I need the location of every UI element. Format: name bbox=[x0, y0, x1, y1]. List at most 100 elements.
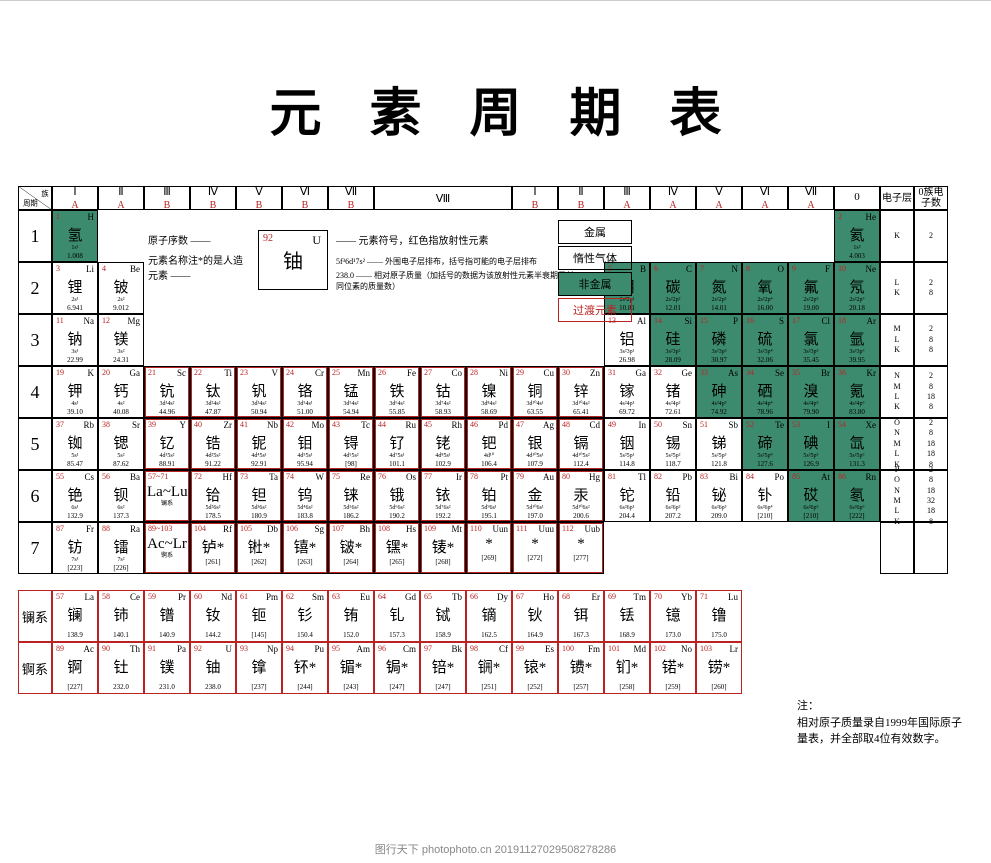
element-cell: 85At砹6s²6p⁵[210] bbox=[788, 470, 834, 522]
element-cell: 12Mg镁3s²24.31 bbox=[98, 314, 144, 366]
element-cell: 20Ga钙4s²40.08 bbox=[98, 366, 144, 418]
period-label: 3 bbox=[18, 314, 52, 366]
element-cell: 30Zn锌3d¹⁰4s²65.41 bbox=[558, 366, 604, 418]
group-header: 0 bbox=[834, 186, 880, 210]
element-cell: 35Br溴4s²4p⁵79.90 bbox=[788, 366, 834, 418]
element-cell: 104Rf𬬻*[261] bbox=[190, 522, 236, 574]
element-cell: 89Ac锕[227] bbox=[52, 642, 98, 694]
group-header: Ⅲ B bbox=[144, 186, 190, 210]
element-cell: 64Gd钆157.3 bbox=[374, 590, 420, 642]
element-cell: 56Ba钡6s²137.3 bbox=[98, 470, 144, 522]
element-cell: 89~103Ac~Lr锕系 bbox=[144, 522, 190, 574]
shell-counts: 28188 bbox=[914, 366, 948, 418]
element-cell: 10Ne氖2s²2p⁶20.18 bbox=[834, 262, 880, 314]
legend-transition: 过渡元素 bbox=[558, 298, 632, 322]
group-header: Ⅴ A bbox=[696, 186, 742, 210]
shell-counts: 2818188 bbox=[914, 418, 948, 470]
shell-counts: 288 bbox=[914, 314, 948, 366]
element-cell: 72Hf铪5d²6s²178.5 bbox=[190, 470, 236, 522]
element-cell: 28Ni镍3d⁸4s²58.69 bbox=[466, 366, 512, 418]
svg-text:族: 族 bbox=[41, 189, 49, 198]
element-cell: 66Dy镝162.5 bbox=[466, 590, 512, 642]
periodic-table: 族周期Ⅰ AⅡ AⅢ BⅣ BⅤ BⅥ BⅦ BⅧⅠ BⅡ BⅢ AⅣ AⅤ A… bbox=[18, 186, 973, 574]
element-cell: 68Er铒167.3 bbox=[558, 590, 604, 642]
svg-text:周期: 周期 bbox=[23, 198, 38, 207]
element-cell: 95Am镅*[243] bbox=[328, 642, 374, 694]
element-cell: 91Pa镤231.0 bbox=[144, 642, 190, 694]
group-header: Ⅱ B bbox=[558, 186, 604, 210]
element-cell: 49In铟5s²5p¹114.8 bbox=[604, 418, 650, 470]
element-cell: 15P磷3s²3p³30.97 bbox=[696, 314, 742, 366]
legend-metal: 金属 bbox=[558, 220, 632, 244]
legend-label: —— 元素符号，红色指放射性元素 bbox=[336, 232, 489, 247]
element-cell: 107Bh𬭛*[264] bbox=[328, 522, 374, 574]
element-cell: 17Cl氯3s²3p⁵35.45 bbox=[788, 314, 834, 366]
element-cell: 50Sn锡5s²5p²118.7 bbox=[650, 418, 696, 470]
element-cell: 19K钾4s¹39.10 bbox=[52, 366, 98, 418]
element-cell: 4Be铍2s²9.012 bbox=[98, 262, 144, 314]
element-cell: 67Ho钬164.9 bbox=[512, 590, 558, 642]
element-cell: 80Hg汞5d¹⁰6s²200.6 bbox=[558, 470, 604, 522]
element-cell: 18Ar氩3s²3p⁶39.95 bbox=[834, 314, 880, 366]
group-header: Ⅱ A bbox=[98, 186, 144, 210]
shell-counts: 28 bbox=[914, 262, 948, 314]
element-cell: 42Mo钼4d⁵5s¹95.94 bbox=[282, 418, 328, 470]
page-title: 元素周期表 bbox=[0, 71, 991, 146]
element-cell: 62Sm钐150.4 bbox=[282, 590, 328, 642]
shell-layers bbox=[880, 522, 914, 574]
period-label: 2 bbox=[18, 262, 52, 314]
element-cell: 43Tc锝4d⁵5s²[98] bbox=[328, 418, 374, 470]
element-cell: 102No锘*[259] bbox=[650, 642, 696, 694]
element-cell: 99Es锿*[252] bbox=[512, 642, 558, 694]
shell-header: 电子层 bbox=[880, 186, 914, 210]
element-cell: 23V钒3d³4s²50.94 bbox=[236, 366, 282, 418]
period-label: 4 bbox=[18, 366, 52, 418]
element-cell: 52Te碲5s²5p⁴127.6 bbox=[742, 418, 788, 470]
element-cell: 74W钨5d⁴6s²183.8 bbox=[282, 470, 328, 522]
element-cell: 39Y钇4d¹5s²88.91 bbox=[144, 418, 190, 470]
element-cell: 54Xe氙5s²5p⁶131.3 bbox=[834, 418, 880, 470]
shell-counts: 281832188 bbox=[914, 470, 948, 522]
element-cell: 24Cr铬3d⁵4s¹51.00 bbox=[282, 366, 328, 418]
element-cell: 44Ru钌4d⁷5s¹101.1 bbox=[374, 418, 420, 470]
element-cell: 88Ra镭7s²[226] bbox=[98, 522, 144, 574]
shell-layers: NMLK bbox=[880, 366, 914, 418]
element-cell: 105Db𬭊*[262] bbox=[236, 522, 282, 574]
category-legend: 金属 惰性气体 非金属 过渡元素 bbox=[558, 220, 632, 324]
lanthanide-actinide-table: 镧系57La镧138.958Ce铈140.159Pr镨140.960Nd钕144… bbox=[18, 590, 973, 694]
group-header: Ⅰ A bbox=[52, 186, 98, 210]
element-cell: 109Mt鿏*[268] bbox=[420, 522, 466, 574]
element-cell: 38Sr锶5s²87.62 bbox=[98, 418, 144, 470]
element-cell: 31Ga镓4s²4p¹69.72 bbox=[604, 366, 650, 418]
element-cell: 65Tb铽158.9 bbox=[420, 590, 466, 642]
group-header: Ⅴ B bbox=[236, 186, 282, 210]
element-cell: 36Kr氪4s²4p⁶83.80 bbox=[834, 366, 880, 418]
shell-count-header: 0族电子数 bbox=[914, 186, 948, 210]
legend-sample-cell: 92 U 铀 bbox=[258, 230, 328, 290]
period-label: 7 bbox=[18, 522, 52, 574]
element-cell: 76Os锇5d⁶6s²190.2 bbox=[374, 470, 420, 522]
element-cell: 8O氧2s²2p⁴16.00 bbox=[742, 262, 788, 314]
element-cell: 69Tm铥168.9 bbox=[604, 590, 650, 642]
element-cell: 84Po钋6s²6p⁴[210] bbox=[742, 470, 788, 522]
element-cell: 106Sg𬭳*[263] bbox=[282, 522, 328, 574]
element-cell: 79Au金5d¹⁰6s¹197.0 bbox=[512, 470, 558, 522]
element-cell: 33As砷4s²4p³74.92 bbox=[696, 366, 742, 418]
element-cell: 29Cu铜3d¹⁰4s¹63.55 bbox=[512, 366, 558, 418]
element-cell: 16S硫3s²3p⁴32.06 bbox=[742, 314, 788, 366]
element-cell: 22Ti钛3d²4s²47.87 bbox=[190, 366, 236, 418]
legend-label: 原子序数 —— bbox=[148, 232, 211, 247]
element-cell: 47Ag银4d¹⁰5s¹107.9 bbox=[512, 418, 558, 470]
element-cell: 51Sb锑5s²5p³121.8 bbox=[696, 418, 742, 470]
group-header: Ⅶ B bbox=[328, 186, 374, 210]
series-label: 锕系 bbox=[18, 642, 52, 694]
legend-noble: 惰性气体 bbox=[558, 246, 632, 270]
element-cell: 63Eu铕152.0 bbox=[328, 590, 374, 642]
element-cell: 41Nb铌4d⁴5s¹92.91 bbox=[236, 418, 282, 470]
legend-label: 238.0 —— 相对原子质量（加括号的数据为该放射性元素半衰期最长同位素的质量… bbox=[336, 270, 576, 292]
group-header: Ⅰ B bbox=[512, 186, 558, 210]
element-cell: 57La镧138.9 bbox=[52, 590, 98, 642]
element-cell: 96Cm锔*[247] bbox=[374, 642, 420, 694]
element-cell: 9F氟2s²2p⁵19.00 bbox=[788, 262, 834, 314]
watermark-footer: 图行天下 photophoto.cn 20191127029508278286 bbox=[0, 841, 991, 857]
